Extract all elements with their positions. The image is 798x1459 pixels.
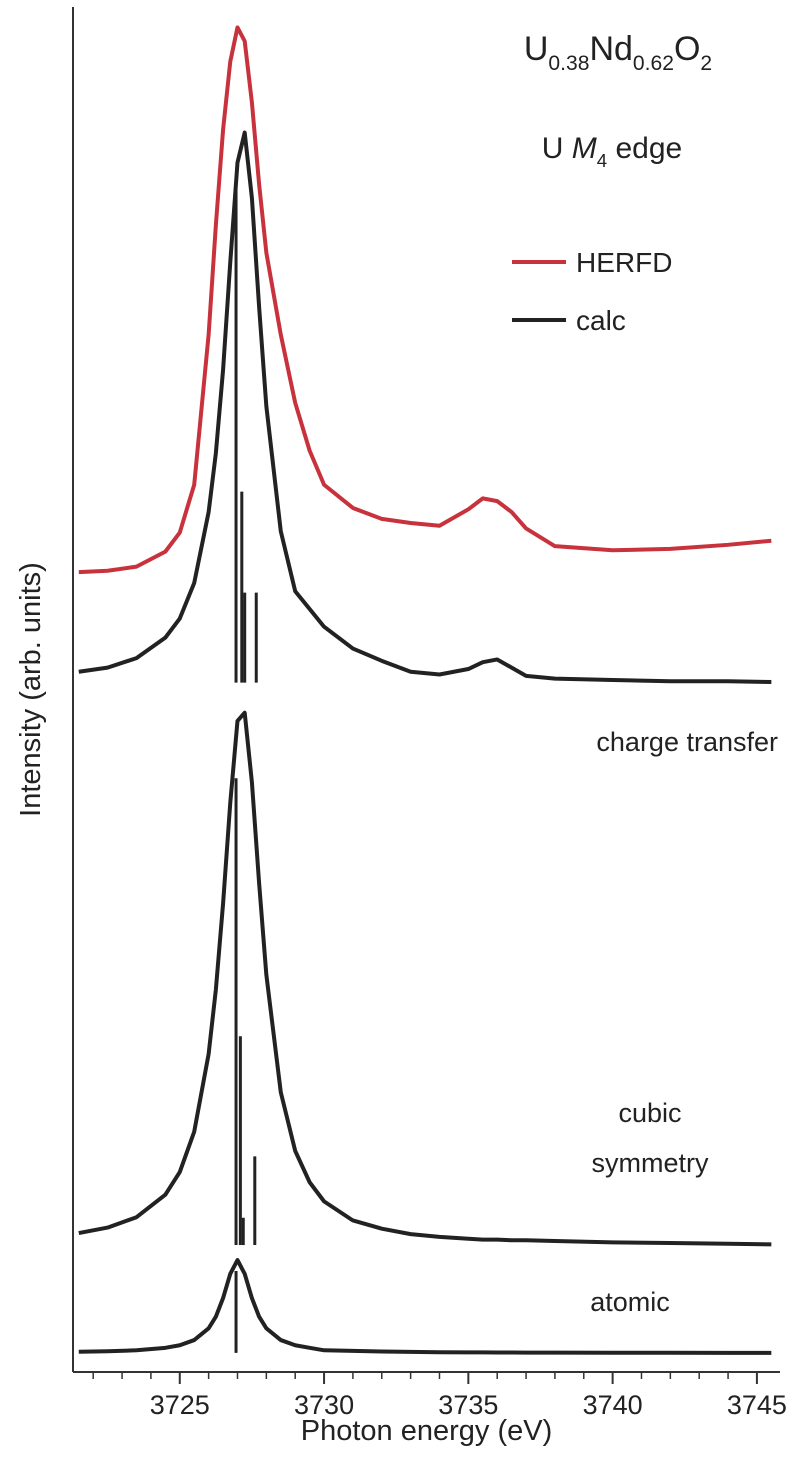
x-tick-label: 3745: [727, 1390, 787, 1420]
legend-label: HERFD: [576, 247, 672, 278]
line-series: [78, 130, 772, 684]
annotation: cubic symmetry: [591, 1098, 709, 1178]
x-tick-label: 3725: [150, 1390, 210, 1420]
x-tick-label: 3730: [294, 1390, 354, 1420]
chart-title: U0.38Nd0.62O2: [524, 30, 712, 75]
x-tick-label: 3735: [438, 1390, 498, 1420]
line-series: [78, 1258, 772, 1355]
x-axis-label: Photon energy (eV): [301, 1415, 552, 1447]
y-axis-label: Intensity (arb. units): [15, 562, 47, 817]
annotation: atomic: [590, 1287, 670, 1317]
chart-subtitle: U M4 edge: [542, 132, 682, 171]
x-tick-label: 3740: [583, 1390, 643, 1420]
line-series: [78, 710, 772, 1247]
annotation: charge transfer: [596, 727, 778, 757]
legend-label: calc: [576, 305, 626, 336]
line-series: [78, 25, 772, 575]
